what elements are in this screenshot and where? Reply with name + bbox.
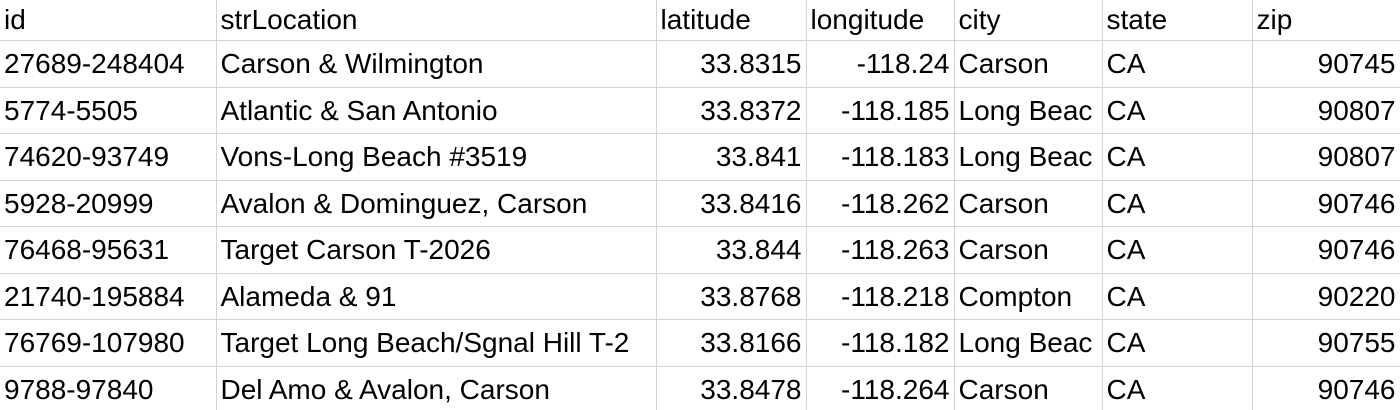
header-cell-latitude[interactable]: latitude	[656, 0, 807, 41]
cell-zip[interactable]: 90746	[1252, 180, 1400, 227]
cell-city[interactable]: Long Beac	[954, 319, 1103, 367]
cell-state[interactable]: CA	[1102, 273, 1253, 320]
cell-city[interactable]: Compton	[954, 273, 1103, 320]
cell-zip[interactable]: 90745	[1252, 40, 1400, 88]
table-row: 5928-20999 Avalon & Dominguez, Carson 33…	[0, 180, 1400, 227]
cell-state[interactable]: CA	[1102, 180, 1253, 227]
table-row: 21740-195884 Alameda & 91 33.8768 -118.2…	[0, 273, 1400, 320]
cell-state[interactable]: CA	[1102, 40, 1253, 88]
cell-id[interactable]: 21740-195884	[0, 273, 217, 320]
table-row: 9788-97840 Del Amo & Avalon, Carson 33.8…	[0, 366, 1400, 410]
table-row: 76468-95631 Target Carson T-2026 33.844 …	[0, 226, 1400, 274]
cell-latitude[interactable]: 33.8166	[656, 319, 807, 367]
cell-zip[interactable]: 90807	[1252, 133, 1400, 181]
cell-longitude[interactable]: -118.185	[806, 87, 955, 134]
cell-latitude[interactable]: 33.844	[656, 226, 807, 274]
header-cell-id[interactable]: id	[0, 0, 217, 41]
cell-strlocation[interactable]: Del Amo & Avalon, Carson	[216, 366, 657, 410]
cell-strlocation[interactable]: Atlantic & San Antonio	[216, 87, 657, 134]
cell-strlocation[interactable]: Avalon & Dominguez, Carson	[216, 180, 657, 227]
cell-longitude[interactable]: -118.262	[806, 180, 955, 227]
cell-id[interactable]: 74620-93749	[0, 133, 217, 181]
cell-longitude[interactable]: -118.182	[806, 319, 955, 367]
cell-state[interactable]: CA	[1102, 226, 1253, 274]
cell-zip[interactable]: 90807	[1252, 87, 1400, 134]
cell-city[interactable]: Carson	[954, 180, 1103, 227]
cell-longitude[interactable]: -118.183	[806, 133, 955, 181]
cell-zip[interactable]: 90746	[1252, 366, 1400, 410]
header-cell-zip[interactable]: zip	[1252, 0, 1400, 41]
cell-id[interactable]: 27689-248404	[0, 40, 217, 88]
cell-latitude[interactable]: 33.8478	[656, 366, 807, 410]
cell-longitude[interactable]: -118.264	[806, 366, 955, 410]
cell-zip[interactable]: 90755	[1252, 319, 1400, 367]
cell-longitude[interactable]: -118.218	[806, 273, 955, 320]
cell-id[interactable]: 5774-5505	[0, 87, 217, 134]
cell-strlocation[interactable]: Target Long Beach/Sgnal Hill T-2	[216, 319, 657, 367]
cell-city[interactable]: Long Beac	[954, 133, 1103, 181]
cell-id[interactable]: 9788-97840	[0, 366, 217, 410]
cell-state[interactable]: CA	[1102, 87, 1253, 134]
cell-strlocation[interactable]: Vons-Long Beach #3519	[216, 133, 657, 181]
cell-city[interactable]: Carson	[954, 226, 1103, 274]
table-row: 27689-248404 Carson & Wilmington 33.8315…	[0, 40, 1400, 88]
cell-zip[interactable]: 90746	[1252, 226, 1400, 274]
header-cell-city[interactable]: city	[954, 0, 1103, 41]
cell-city[interactable]: Long Beac	[954, 87, 1103, 134]
cell-id[interactable]: 76468-95631	[0, 226, 217, 274]
table-row: 76769-107980 Target Long Beach/Sgnal Hil…	[0, 319, 1400, 367]
cell-latitude[interactable]: 33.8372	[656, 87, 807, 134]
cell-longitude[interactable]: -118.263	[806, 226, 955, 274]
table-row: 74620-93749 Vons-Long Beach #3519 33.841…	[0, 133, 1400, 181]
cell-strlocation[interactable]: Target Carson T-2026	[216, 226, 657, 274]
cell-latitude[interactable]: 33.8416	[656, 180, 807, 227]
header-row: id strLocation latitude longitude city s…	[0, 0, 1400, 41]
cell-city[interactable]: Carson	[954, 40, 1103, 88]
cell-state[interactable]: CA	[1102, 319, 1253, 367]
cell-latitude[interactable]: 33.8768	[656, 273, 807, 320]
cell-id[interactable]: 5928-20999	[0, 180, 217, 227]
cell-zip[interactable]: 90220	[1252, 273, 1400, 320]
header-cell-longitude[interactable]: longitude	[806, 0, 955, 41]
cell-longitude[interactable]: -118.24	[806, 40, 955, 88]
cell-strlocation[interactable]: Carson & Wilmington	[216, 40, 657, 88]
cell-latitude[interactable]: 33.8315	[656, 40, 807, 88]
header-cell-state[interactable]: state	[1102, 0, 1253, 41]
table-row: 5774-5505 Atlantic & San Antonio 33.8372…	[0, 87, 1400, 134]
cell-strlocation[interactable]: Alameda & 91	[216, 273, 657, 320]
cell-state[interactable]: CA	[1102, 133, 1253, 181]
header-cell-strlocation[interactable]: strLocation	[216, 0, 657, 41]
cell-id[interactable]: 76769-107980	[0, 319, 217, 367]
cell-latitude[interactable]: 33.841	[656, 133, 807, 181]
cell-city[interactable]: Carson	[954, 366, 1103, 410]
cell-state[interactable]: CA	[1102, 366, 1253, 410]
